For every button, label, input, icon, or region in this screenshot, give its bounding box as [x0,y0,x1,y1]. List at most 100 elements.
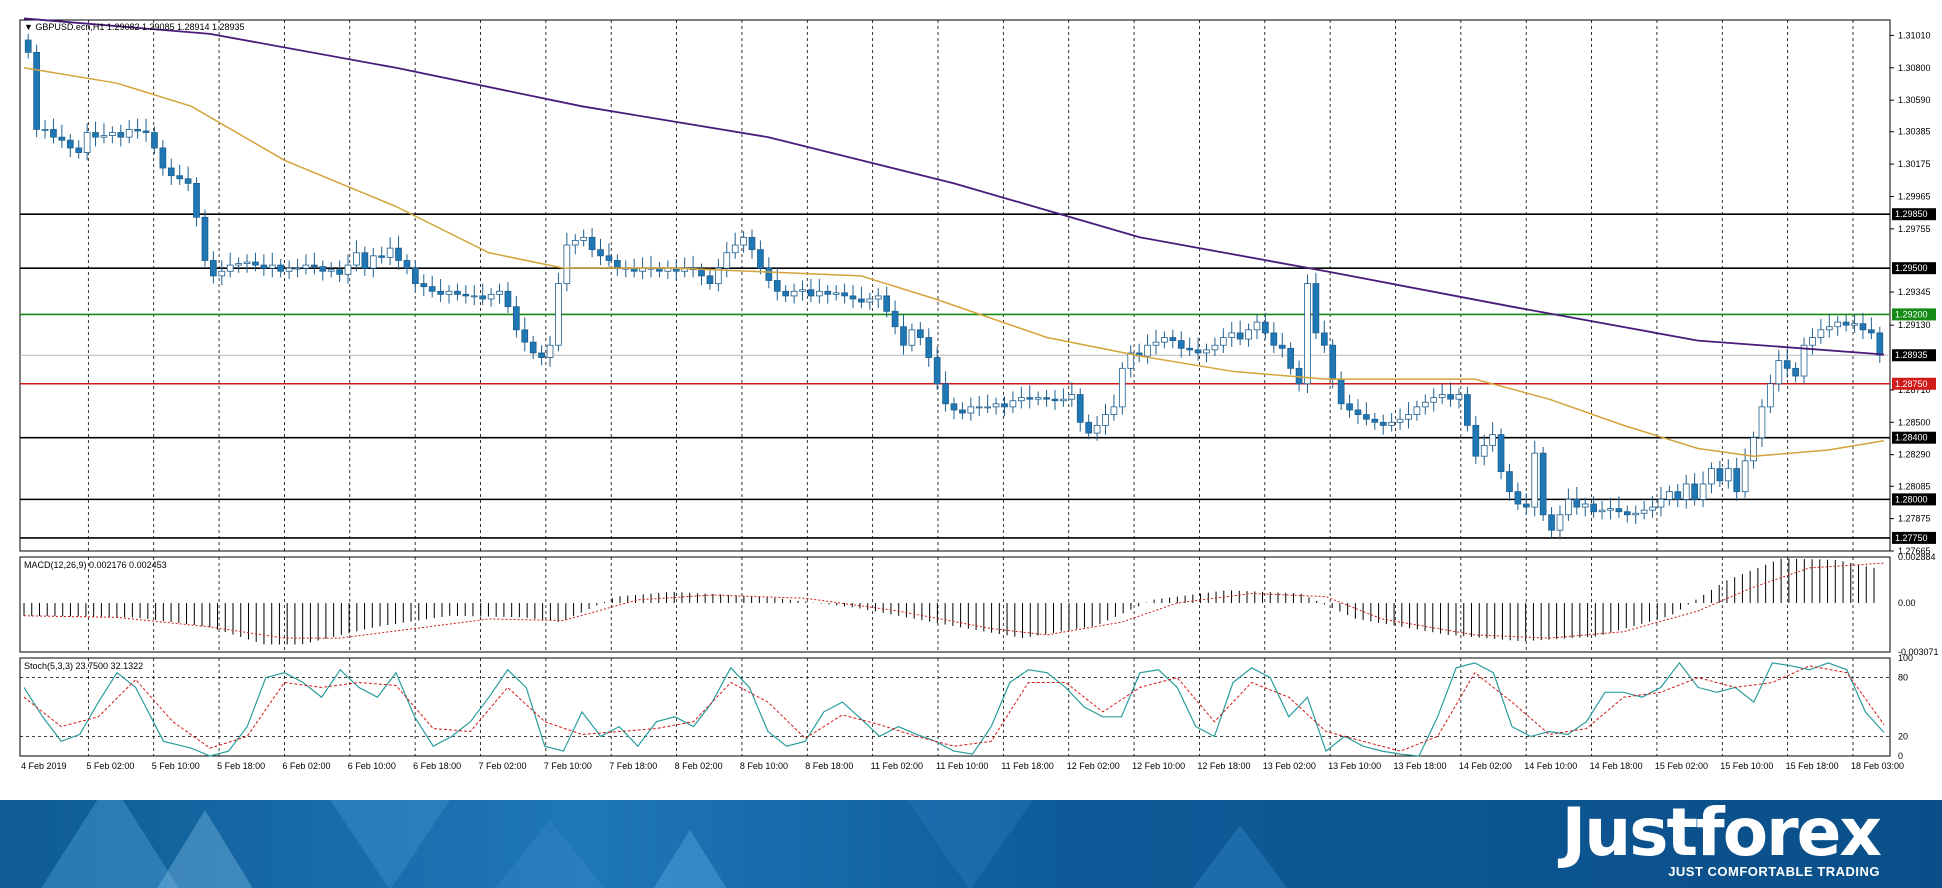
x-tick-label: 6 Feb 10:00 [348,761,396,771]
candle-body [336,269,343,275]
candle-body [1203,349,1210,354]
candle-body [1346,403,1353,411]
candle-body [1287,347,1294,369]
candle-body [1262,321,1269,334]
x-tick-label: 14 Feb 02:00 [1459,761,1512,771]
y-tick-label: 1.28085 [1898,481,1931,491]
candle-body [319,266,327,272]
candle-body [252,261,259,266]
x-tick-label: 8 Feb 10:00 [740,761,788,771]
candle-body [167,167,175,177]
candle-body [916,329,924,338]
candle-body [1421,401,1429,408]
macd-tick-label: 0.00 [1898,598,1916,608]
candle-body [327,269,335,272]
candle-body [1161,337,1168,343]
y-tick-label: 1.27875 [1898,514,1931,524]
candle-body [773,280,781,292]
candle-body [546,344,554,358]
moving-average-slow [23,17,1885,356]
x-tick-label: 18 Feb 03:00 [1851,761,1904,771]
candle-body [782,290,790,297]
y-tick-label: 1.28500 [1898,417,1931,427]
x-tick-label: 12 Feb 02:00 [1067,761,1120,771]
candle-body [1876,332,1884,356]
x-tick-label: 5 Feb 10:00 [152,761,200,771]
candle-body [1868,329,1875,334]
stoch-tick-label: 0 [1898,751,1903,761]
candle-body [218,270,226,277]
candle-body [723,252,731,269]
candle-body [504,290,512,308]
candle-body [1464,394,1471,426]
y-tick-label: 1.30175 [1898,159,1931,169]
x-tick-label: 12 Feb 18:00 [1197,761,1250,771]
candle-body [151,132,158,149]
candle-body [925,337,933,358]
candle-body [1539,452,1547,516]
banner-decoration [470,820,630,888]
x-tick-label: 6 Feb 02:00 [282,761,330,771]
candle-body [395,247,402,261]
banner-decoration [640,830,740,888]
candle-body [832,292,840,295]
candle-body [571,240,579,246]
candle-body [1792,367,1799,377]
x-tick-label: 5 Feb 18:00 [217,761,265,771]
candle-body [555,283,562,346]
candle-body [226,264,234,272]
candle-body [1034,397,1042,400]
candle-body [1590,503,1597,513]
level-price-label: 1.28400 [1895,433,1928,443]
x-tick-label: 8 Feb 18:00 [805,761,853,771]
candle-body [799,289,806,292]
candle-body [1581,503,1589,508]
candle-body [184,178,192,184]
candle-body [1363,414,1370,420]
candle-body [1438,394,1446,399]
candle-body [748,236,756,251]
x-tick-label: 5 Feb 02:00 [86,761,134,771]
macd-tick-label: 0.002884 [1898,552,1936,562]
banner-decoration [900,800,1040,888]
candle-body [1068,394,1076,400]
candle-body [858,298,865,303]
level-price-label: 1.29500 [1895,263,1928,273]
candle-body [1245,329,1252,340]
y-tick-label: 1.29965 [1898,191,1931,201]
price-panel-title: ▼ GBPUSD.ecn,H1 1.29082 1.29085 1.28914 … [24,22,245,32]
candle-body [1043,397,1050,400]
candle-body [260,264,268,269]
candle-body [1817,329,1825,338]
candle-body [1001,403,1008,408]
candle-body [1514,491,1522,505]
level-price-label: 1.29850 [1895,209,1928,219]
candle-body [1076,394,1084,423]
candle-body [740,236,747,246]
candle-body [420,283,428,288]
candle-body [445,290,453,295]
candle-body [134,129,141,132]
level-price-box [1892,308,1936,321]
y-tick-label: 1.29345 [1898,287,1931,297]
candle-body [765,267,773,281]
y-tick-label: 1.28290 [1898,450,1931,460]
candle-body [1228,332,1236,338]
candle-body [1640,509,1648,514]
candle-body [563,244,571,284]
y-tick-label: 1.28710 [1898,385,1931,395]
candle-body [1472,424,1480,457]
level-price-box [1892,431,1936,444]
candle-body [311,264,318,268]
candle-body [1556,514,1564,531]
candle-body [176,175,184,180]
candle-body [580,236,588,241]
candle-body [984,406,992,409]
candle-body [1110,406,1118,415]
candle-body [1396,418,1404,423]
candle-body [437,290,444,295]
candle-body [109,132,116,137]
level-price-label: 1.28000 [1895,494,1928,504]
candle-body [75,147,83,153]
candle-body [706,275,714,284]
